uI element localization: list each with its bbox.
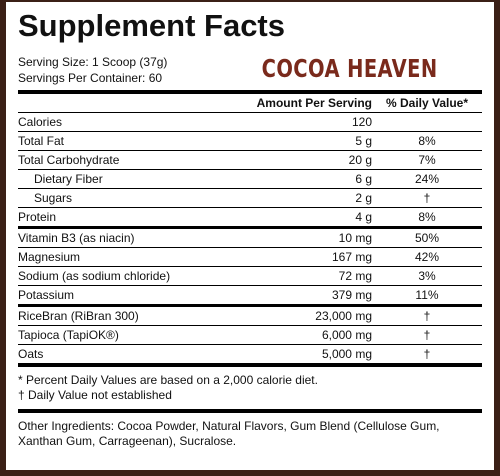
table-row: Dietary Fiber 6 g 24% xyxy=(18,169,482,188)
nutrient-name: Sugars xyxy=(34,191,73,205)
nutrient-name: Oats xyxy=(18,347,44,361)
daily-value: † xyxy=(423,328,431,342)
table-row: Potassium 379 mg 11% xyxy=(18,285,482,304)
amount: 23,000 mg xyxy=(315,309,372,323)
amount: 5 g xyxy=(355,134,372,148)
amount: 120 xyxy=(351,115,372,129)
table-row: Protein 4 g 8% xyxy=(18,207,482,226)
table-row: Sodium (as sodium chloride) 72 mg 3% xyxy=(18,266,482,285)
table-row: Total Fat 5 g 8% xyxy=(18,131,482,150)
label-title: Supplement Facts xyxy=(18,8,285,43)
nutrient-name: Vitamin B3 (as niacin) xyxy=(18,231,135,245)
header-amount: Amount Per Serving xyxy=(256,96,372,110)
daily-value: 8% xyxy=(418,134,436,148)
other-ingredients: Other Ingredients: Cocoa Powder, Natural… xyxy=(18,419,440,448)
daily-value xyxy=(372,113,482,131)
amount: 379 mg xyxy=(331,288,372,302)
daily-value: 3% xyxy=(418,269,436,283)
servings-per-container: Servings Per Container: 60 xyxy=(18,71,163,85)
serving-info: Serving Size: 1 Scoop (37g) Servings Per… xyxy=(18,54,482,86)
table-header: Amount Per Serving % Daily Value* xyxy=(18,94,482,112)
amount: 4 g xyxy=(355,210,372,224)
brand: COCOA HEAVEN xyxy=(262,54,438,83)
rule xyxy=(18,409,482,413)
table-row: Sugars 2 g † xyxy=(18,188,482,207)
amount: 6,000 mg xyxy=(321,328,372,342)
table-row: Oats 5,000 mg † xyxy=(18,344,482,363)
nutrient-name: Dietary Fiber xyxy=(34,172,103,186)
daily-value: † xyxy=(423,309,431,323)
daily-value: † xyxy=(423,191,431,205)
rule xyxy=(18,90,482,94)
table-row: Tapioca (TapiOK®) 6,000 mg † xyxy=(18,325,482,344)
amount: 10 mg xyxy=(338,231,372,245)
daily-value: 11% xyxy=(415,288,439,302)
daily-value: † xyxy=(423,347,431,361)
nutrient-name: Total Fat xyxy=(18,134,65,148)
rule xyxy=(18,363,482,367)
table-row: RiceBran (RiBran 300) 23,000 mg † xyxy=(18,304,482,325)
daily-value: 50% xyxy=(414,231,440,245)
table-row: Vitamin B3 (as niacin) 10 mg 50% xyxy=(18,226,482,247)
daily-value: 24% xyxy=(414,172,440,186)
nutrient-name: Calories xyxy=(18,115,63,129)
table-body: Calories 120 Total Fat 5 g 8% Total Carbohydr… xyxy=(18,112,482,363)
nutrient-name: Potassium xyxy=(18,288,75,302)
amount: 72 mg xyxy=(338,269,372,283)
amount: 6 g xyxy=(355,172,372,186)
daily-value: 8% xyxy=(418,210,436,224)
nutrient-name: RiceBran (RiBran 300) xyxy=(18,309,139,323)
nutrient-name: Protein xyxy=(18,210,57,224)
header-dv: % Daily Value* xyxy=(385,96,469,110)
footnote: * Percent Daily Values are based on a 2,… xyxy=(18,373,318,387)
amount: 167 mg xyxy=(331,250,372,264)
serving-size: Serving Size: 1 Scoop (37g) xyxy=(18,55,168,69)
amount: 5,000 mg xyxy=(321,347,372,361)
nutrient-name: Sodium (as sodium chloride) xyxy=(18,269,171,283)
daily-value: 7% xyxy=(418,153,436,167)
nutrient-name: Tapioca (TapiOK®) xyxy=(18,328,119,342)
footnote: † Daily Value not established xyxy=(18,388,172,402)
nutrient-name: Total Carbohydrate xyxy=(18,153,120,167)
daily-value: 42% xyxy=(414,250,440,264)
amount: 20 g xyxy=(348,153,372,167)
amount: 2 g xyxy=(355,191,372,205)
table-row: Total Carbohydrate 20 g 7% xyxy=(18,150,482,169)
footnotes: * Percent Daily Values are based on a 2,… xyxy=(18,367,482,403)
nutrient-name: Magnesium xyxy=(18,250,81,264)
table-row: Magnesium 167 mg 42% xyxy=(18,247,482,266)
table-row: Calories 120 xyxy=(18,112,482,131)
